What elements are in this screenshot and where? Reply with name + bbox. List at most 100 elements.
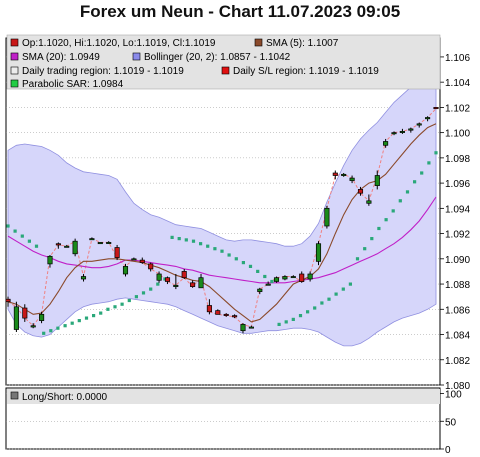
candle-body [6, 298, 11, 303]
sar-dot [270, 279, 274, 284]
candle-body [248, 326, 254, 329]
sar-dot [241, 261, 245, 265]
main-y-tick-label: 1.088 [445, 280, 470, 291]
sar-dot [220, 249, 224, 253]
candle-body [198, 277, 204, 289]
sar-dot [70, 321, 74, 325]
sar-dot [370, 237, 374, 241]
legend-sma20-swatch [10, 52, 19, 61]
candle-body [408, 128, 414, 131]
main-y-tick-label: 1.094 [445, 204, 470, 215]
candles [6, 107, 439, 334]
sar-dot [284, 320, 288, 324]
candle-body [416, 123, 422, 126]
sar-dot [413, 180, 417, 184]
sar-dot [56, 326, 60, 330]
chart-title: Forex um Neun - Chart 11.07.2023 09:05 [79, 2, 401, 21]
legend-bollinger-text: Bollinger (20, 2): 1.0857 - 1.1042 [144, 52, 291, 63]
candle-body [399, 131, 405, 133]
sar-dot [277, 322, 281, 326]
sar-dot [163, 277, 167, 281]
candle-body [97, 242, 103, 245]
sar-dot [177, 237, 181, 241]
sar-dot [199, 242, 203, 246]
legend-ohlc-text: Op:1.1020, Hi:1.1020, Lo:1.1019, Cl:1.10… [22, 38, 216, 49]
sar-dot [227, 253, 231, 257]
sar-dot [398, 199, 402, 203]
sar-dot [363, 247, 367, 251]
sar-dot [248, 264, 253, 268]
lower-y-tick-label: 50 [445, 417, 457, 428]
sar-dot [27, 239, 31, 243]
candle-body [173, 284, 179, 287]
main-y-tick-label: 1.090 [445, 255, 470, 266]
sar-dot [327, 297, 331, 301]
legend-sma5-text: SMA (5): 1.1007 [266, 38, 339, 49]
candle-body [307, 273, 313, 280]
sar-dot [184, 238, 188, 242]
candle-body [80, 276, 87, 280]
candle-body [47, 255, 53, 265]
candle-body [366, 200, 372, 204]
sar-dot [127, 298, 131, 303]
sar-dot [420, 171, 424, 175]
sar-dot [34, 244, 39, 248]
sar-dot [20, 234, 24, 238]
legend-bollinger-swatch [132, 52, 141, 61]
sar-dot [13, 229, 17, 233]
candle-body [206, 305, 212, 313]
sar-dot [427, 161, 431, 165]
candle-body [114, 247, 120, 258]
lower-legend-swatch [10, 391, 19, 400]
lower-legend-background [7, 389, 440, 404]
lower-y-axis: 0 50 100 [440, 390, 462, 456]
candle-body [349, 177, 355, 181]
sar-dot [334, 292, 338, 296]
legend-sl-region-text: Daily S/L region: 1.1019 - 1.1019 [233, 66, 379, 77]
candle-body [13, 306, 19, 330]
candle-body [148, 263, 154, 270]
main-y-tick-label: 1.080 [445, 381, 470, 392]
sar-dot [320, 301, 324, 305]
legend-trading-region-swatch [10, 66, 19, 75]
sar-dot [77, 319, 81, 323]
sar-dot [170, 235, 174, 239]
candle-body [324, 207, 330, 227]
sar-dot [298, 314, 303, 318]
sma5-line [7, 123, 437, 323]
candle-body [164, 277, 171, 282]
sar-dot [99, 311, 103, 315]
sar-dot [113, 305, 117, 309]
main-y-tick-label: 1.100 [445, 129, 470, 140]
candle-body [232, 315, 238, 318]
main-y-tick-label: 1.082 [445, 356, 470, 367]
legend-sma20-text: SMA (20): 1.0949 [22, 52, 100, 63]
candle-body [383, 141, 389, 146]
candle-body [30, 325, 36, 328]
legend-trading-region-text: Daily trading region: 1.1019 - 1.1019 [22, 66, 184, 77]
candle-body [425, 117, 431, 120]
sar-dot [156, 282, 160, 286]
sar-dot [377, 226, 381, 231]
candle-body [39, 313, 45, 321]
close-connector-line [7, 108, 437, 328]
sar-dot [106, 307, 110, 311]
candle-body [131, 258, 137, 261]
lower-y-tick-label: 0 [445, 445, 451, 456]
candle-body [391, 132, 397, 135]
sar-dot [120, 302, 124, 306]
candle-body [299, 273, 305, 282]
candle-body [433, 107, 439, 110]
lower-y-tick-label: 100 [445, 390, 462, 401]
sar-dot [213, 247, 217, 251]
main-y-tick-label: 1.086 [445, 305, 470, 316]
sar-dot [84, 316, 89, 320]
sar-dot [306, 310, 310, 314]
main-y-tick-label: 1.106 [445, 53, 470, 64]
sar-dot [405, 190, 410, 194]
sar-dot [149, 287, 153, 291]
sar-dot [134, 295, 138, 299]
sar-dot [384, 218, 388, 222]
indicator-lines [6, 108, 438, 335]
